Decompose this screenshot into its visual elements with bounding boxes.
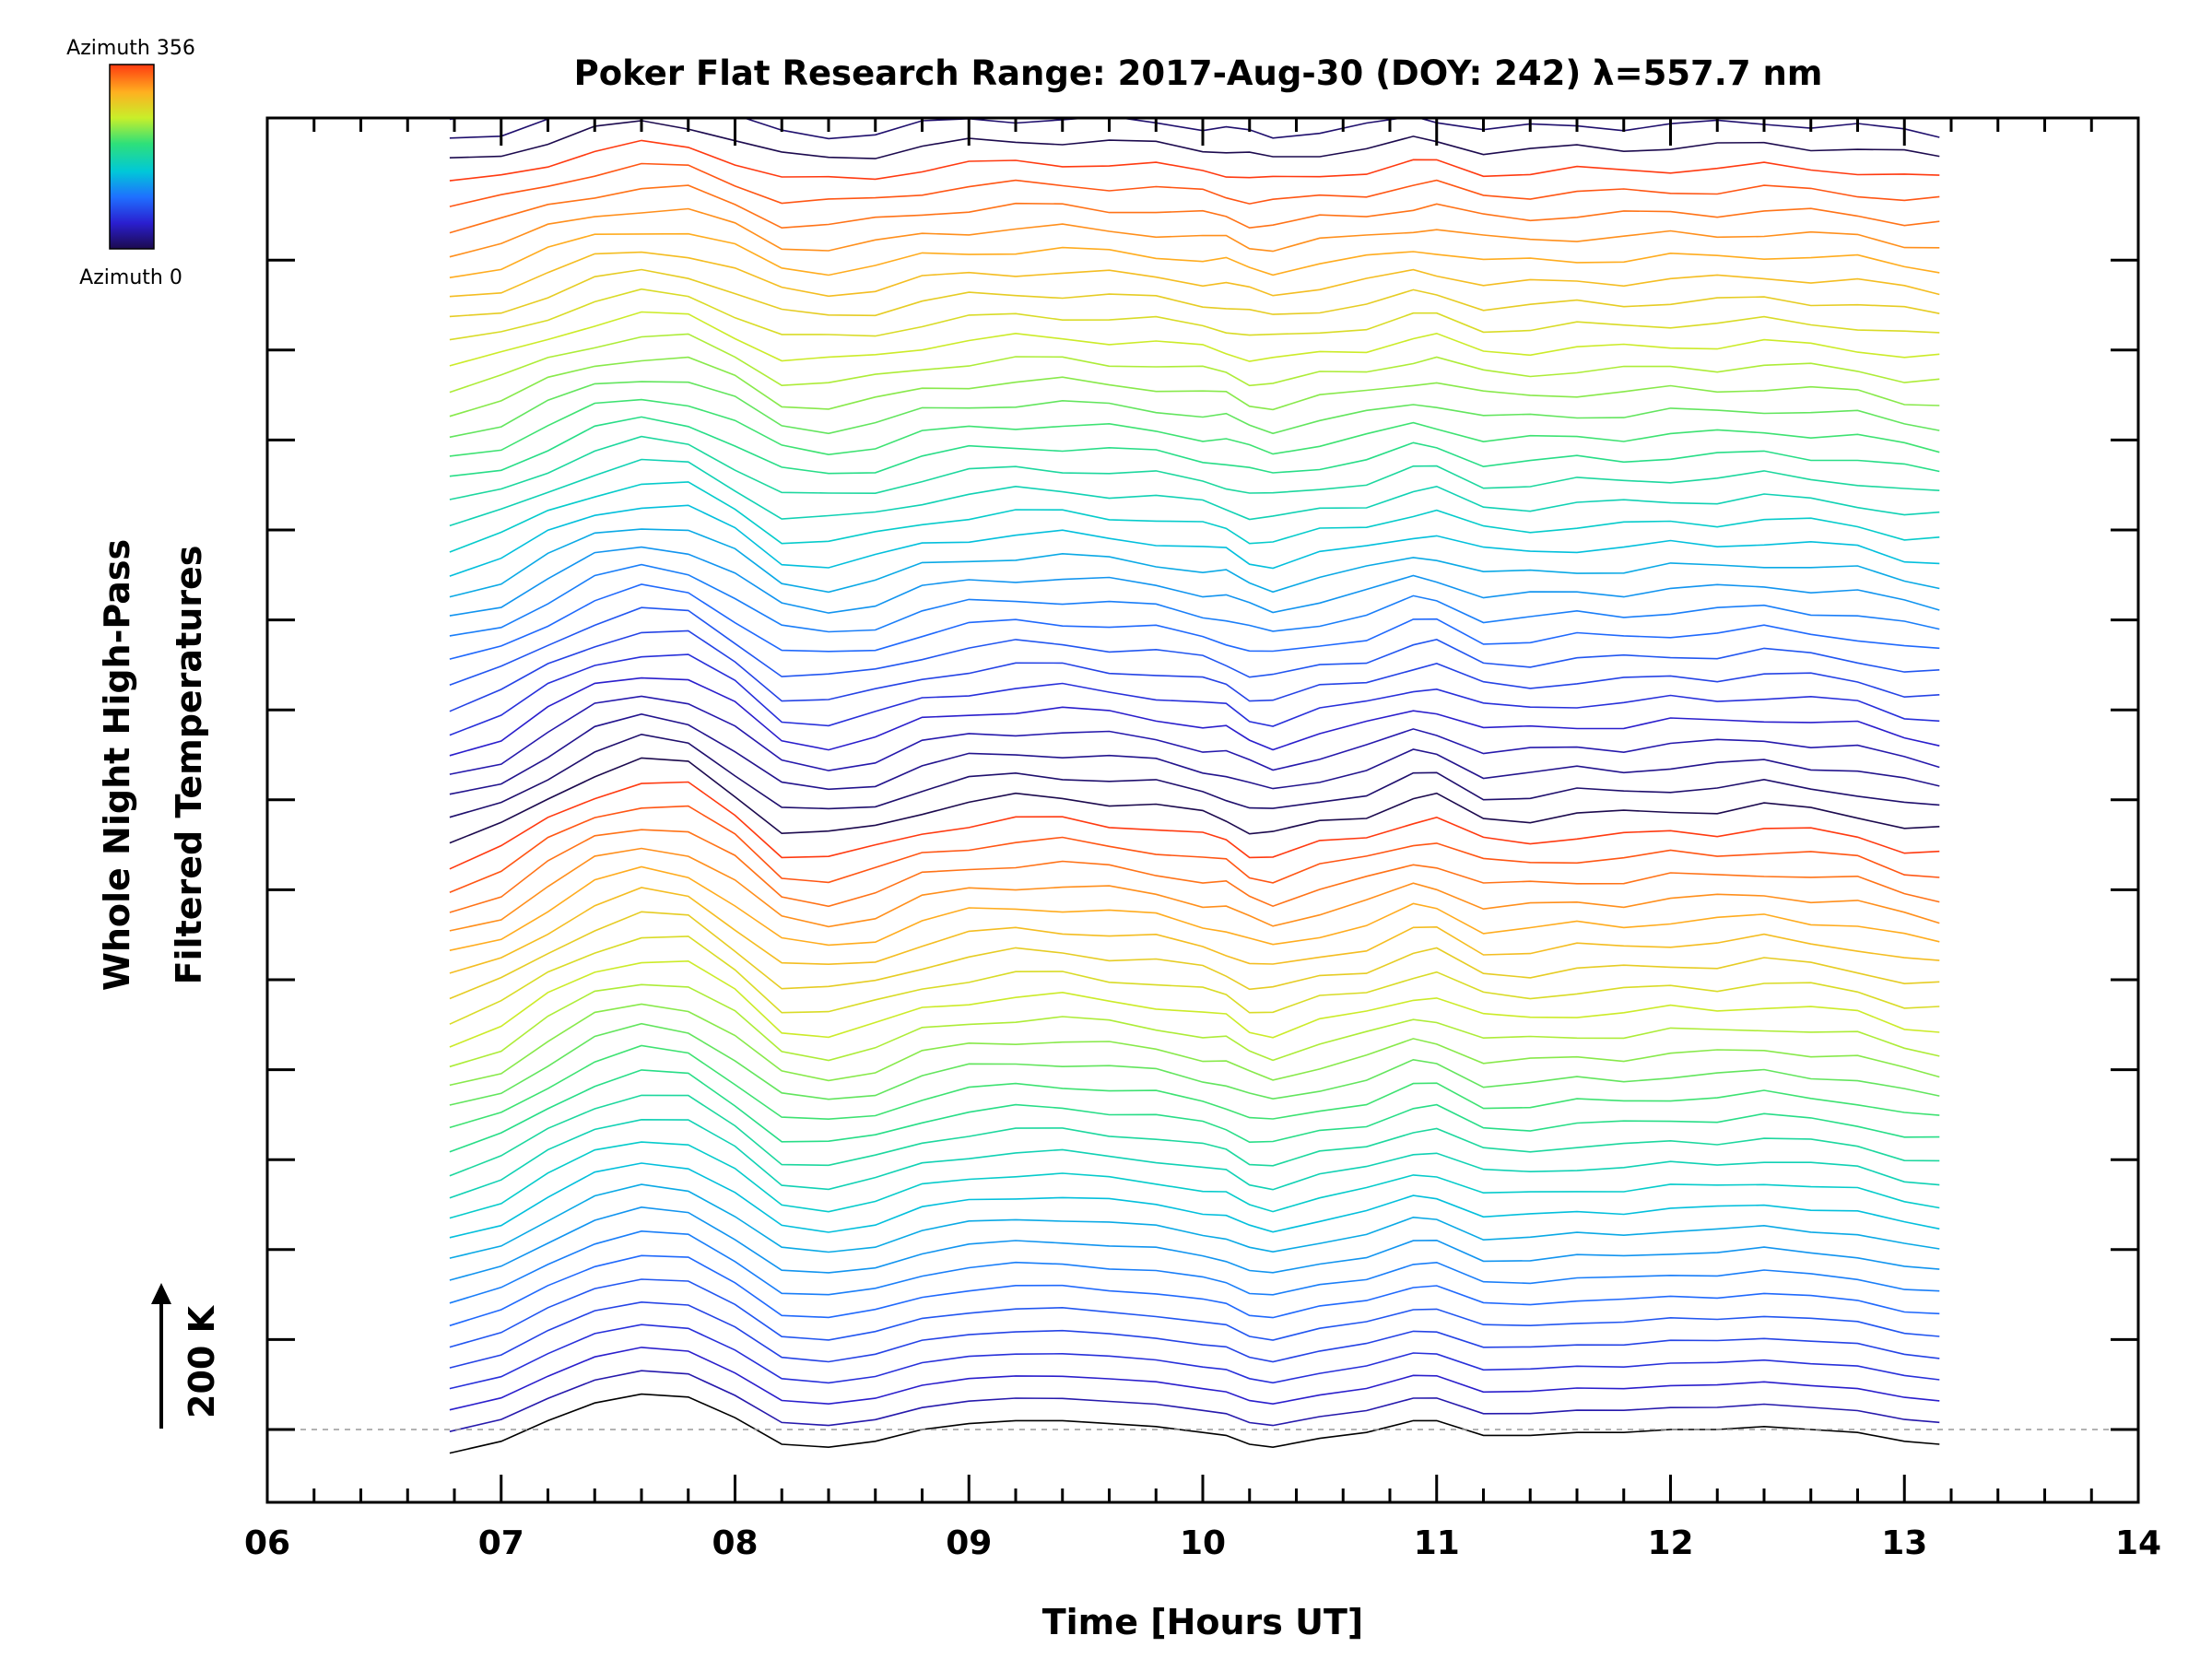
series-line [449, 712, 1940, 795]
series-line [449, 398, 1940, 457]
series-line [449, 207, 1940, 258]
x-axis-title: Time [Hours UT] [1042, 1602, 1364, 1642]
x-tick-label: 06 [244, 1524, 290, 1562]
series-line [449, 1044, 1940, 1129]
x-tick-label: 11 [1414, 1524, 1460, 1562]
series-line [449, 1118, 1940, 1199]
series-line [449, 1141, 1940, 1219]
series-line [449, 805, 1940, 893]
series-line [449, 1003, 1940, 1087]
series-line [449, 416, 1940, 477]
series-line [449, 1393, 1940, 1454]
series-line [449, 1162, 1940, 1239]
y-axis-title-line2: Filtered Temperatures [169, 546, 209, 985]
series-line [449, 1324, 1940, 1390]
series-line [449, 120, 1940, 159]
x-tick-label: 07 [478, 1524, 524, 1562]
series-line [449, 865, 1940, 951]
series-line [449, 583, 1940, 660]
series-line [449, 847, 1940, 932]
series-lines [449, 0, 1940, 1454]
series-line [449, 481, 1940, 553]
series-line [449, 1300, 1940, 1369]
scale-bar-arrow-icon [151, 1283, 171, 1304]
series-line [449, 563, 1940, 637]
series-line [449, 959, 1940, 1048]
series-line [449, 1183, 1940, 1259]
colorbar-top-label: Azimuth 356 [66, 37, 195, 60]
series-line [449, 546, 1940, 617]
colorbar-gradient [109, 64, 155, 250]
series-line [449, 311, 1940, 367]
series-line [449, 911, 1940, 1000]
series-line [449, 118, 1940, 140]
x-tick-label: 09 [946, 1524, 992, 1562]
series-line [449, 1278, 1940, 1348]
x-tick-label: 13 [1881, 1524, 1927, 1562]
series-line [449, 458, 1940, 527]
series-line [449, 232, 1940, 278]
series-line [449, 381, 1940, 439]
chart-title: Poker Flat Research Range: 2017-Aug-30 (… [574, 53, 1823, 93]
series-line [450, 0, 1939, 3]
series-line [450, 0, 1939, 24]
series-line [449, 1254, 1940, 1327]
series-line [450, 13, 1939, 50]
series-line [449, 356, 1940, 418]
series-line [449, 1206, 1940, 1281]
series-line [449, 653, 1940, 736]
series-line [449, 1370, 1940, 1432]
series-line [449, 887, 1940, 974]
series-line [449, 1069, 1940, 1153]
scale-bar: 200 K [151, 1283, 222, 1429]
series-line [449, 139, 1940, 182]
x-tick-label: 14 [2115, 1524, 2161, 1562]
series-line [449, 983, 1940, 1068]
series-line [449, 184, 1940, 234]
series-line [449, 288, 1940, 341]
series-line [449, 781, 1940, 870]
x-tick-labels: 06 07 08 09 10 11 12 13 14 [244, 1524, 2161, 1562]
series-line [449, 935, 1940, 1025]
series-line [449, 695, 1940, 775]
colorbar-bottom-label: Azimuth 0 [79, 266, 182, 289]
series-line [449, 504, 1940, 577]
series-line [449, 162, 1940, 207]
scale-bar-label: 200 K [182, 1304, 222, 1418]
series-line [449, 1022, 1940, 1106]
axis-ticks [265, 118, 2140, 1502]
series-line [449, 1094, 1940, 1177]
series-line [449, 268, 1940, 318]
y-axis-title-line1: Whole Night High-Pass [97, 539, 137, 991]
series-line [449, 757, 1940, 844]
x-tick-label: 10 [1180, 1524, 1226, 1562]
series-line [449, 829, 1940, 913]
series-line [449, 251, 1940, 298]
series-line [449, 435, 1940, 500]
x-tick-label: 08 [712, 1524, 758, 1562]
series-line [449, 333, 1940, 394]
series-line [449, 629, 1940, 712]
x-tick-label: 12 [1647, 1524, 1693, 1562]
series-line [449, 677, 1940, 757]
colorbar-legend: Azimuth 356 Azimuth 0 [66, 37, 195, 289]
series-line [449, 1230, 1940, 1304]
series-line [449, 606, 1940, 687]
series-line [449, 1347, 1940, 1411]
series-line [449, 528, 1940, 598]
series-line [449, 733, 1940, 818]
